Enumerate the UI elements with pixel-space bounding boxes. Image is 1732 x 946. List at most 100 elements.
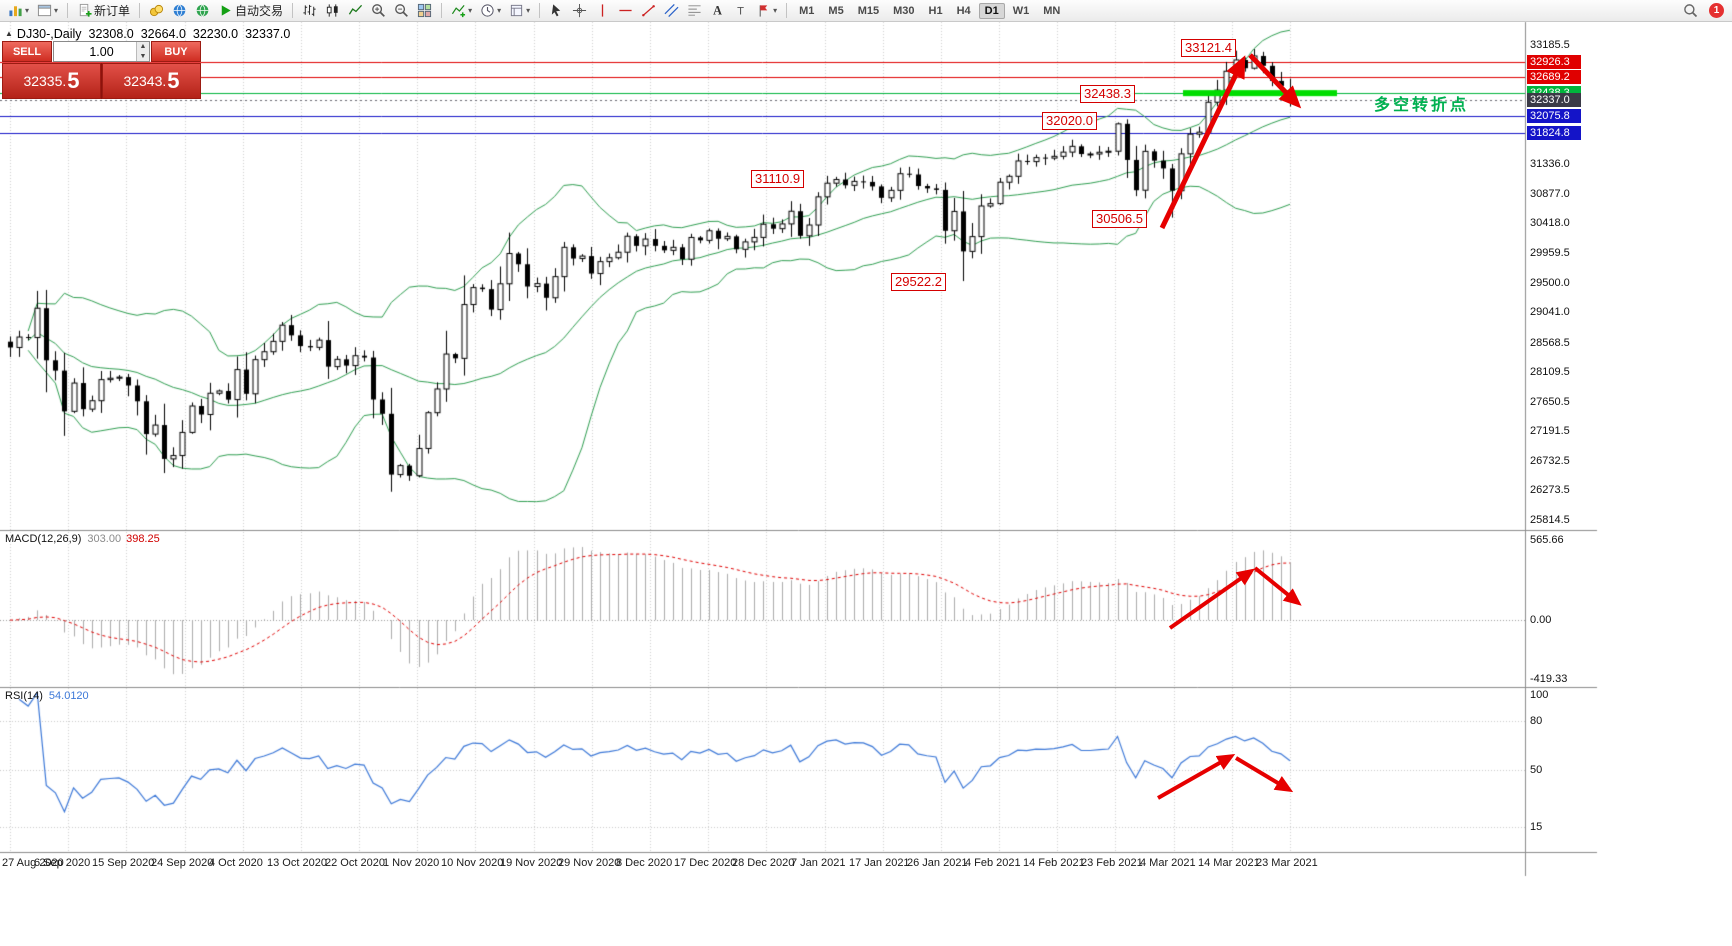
rsi-value: 54.0120 — [48, 690, 89, 702]
chart-profiles-button[interactable]: ▾ — [33, 0, 62, 21]
buy-price-button[interactable]: 32343. 5 — [102, 63, 201, 99]
sell-price-main: 32335. — [23, 73, 67, 89]
ohlc-close: 32337.0 — [245, 27, 291, 41]
timeframe-h4-button[interactable]: H4 — [956, 4, 971, 17]
autotrading-label: 自动交易 — [235, 4, 284, 18]
tile-windows-icon — [417, 3, 432, 18]
text-button[interactable]: A — [706, 0, 729, 21]
autotrading-button[interactable]: 自动交易 — [214, 0, 287, 21]
notification-badge[interactable]: 1 — [1709, 3, 1724, 18]
deposit-icon — [149, 3, 164, 18]
sell-button[interactable]: SELL — [2, 41, 52, 62]
toolbar-separator — [139, 3, 141, 18]
text-icon: A — [710, 3, 725, 18]
search-icon — [1683, 3, 1698, 18]
deposit-button[interactable] — [145, 0, 168, 21]
toolbar: ▾ ▾ 新订单 自动交易 ▾ ▾ ▾ A T ▾ M1 M5 M15 M30 H1 H4 D1 W1 MN 1 — [0, 0, 1732, 22]
line-chart-mode-icon — [348, 3, 363, 18]
oneclick-collapse-toggle[interactable]: ▲ — [5, 29, 13, 38]
text-label-button[interactable]: T — [729, 0, 752, 21]
buy-button[interactable]: BUY — [151, 41, 201, 62]
bar-chart-mode-button[interactable] — [298, 0, 321, 21]
one-click-trading-panel: SELL ▲ ▼ BUY 32335.5 32343.5 — [2, 41, 201, 99]
cursor-button[interactable] — [545, 0, 568, 21]
svg-text:A: A — [713, 4, 722, 18]
toolbar-separator — [67, 3, 69, 18]
market-icon — [195, 3, 210, 18]
community-button[interactable] — [168, 0, 191, 21]
trendline-icon — [641, 3, 656, 18]
periods-icon — [480, 3, 495, 18]
macd-main-value: 303.00 — [87, 533, 122, 545]
new-order-label: 新订单 — [94, 4, 131, 18]
vertical-line-button[interactable] — [591, 0, 614, 21]
rsi-label: RSI(14) 54.0120 — [5, 690, 89, 702]
vertical-line-icon — [595, 3, 610, 18]
macd-label: MACD(12,26,9) 303.00 398.25 — [5, 533, 160, 545]
new-chart-dropdown-caret[interactable]: ▾ — [25, 6, 30, 15]
timeframe-m5-button[interactable]: M5 — [828, 4, 844, 17]
crosshair-button[interactable] — [568, 0, 591, 21]
sell-price-big-digit: 5 — [67, 68, 80, 93]
indicators-dropdown-caret[interactable]: ▾ — [468, 6, 473, 15]
volume-down-button[interactable]: ▼ — [137, 51, 149, 61]
volume-input[interactable] — [73, 43, 130, 60]
crosshair-icon — [572, 3, 587, 18]
indicators-button[interactable]: ▾ — [447, 0, 476, 21]
templates-icon — [509, 3, 524, 18]
volume-field: ▲ ▼ — [53, 41, 150, 62]
zoom-in-button[interactable] — [367, 0, 390, 21]
equidistant-channel-button[interactable] — [660, 0, 683, 21]
arrows-objects-dropdown-caret[interactable]: ▾ — [773, 6, 778, 15]
market-button[interactable] — [191, 0, 214, 21]
zoom-out-icon — [394, 3, 409, 18]
line-chart-mode-button[interactable] — [344, 0, 367, 21]
toolbar-separator — [441, 3, 443, 18]
text-label-icon: T — [733, 3, 748, 18]
fibonacci-retracement-button[interactable] — [683, 0, 706, 21]
toolbar-separator — [292, 3, 294, 18]
volume-up-button[interactable]: ▲ — [137, 42, 149, 52]
volume-spinner: ▲ ▼ — [136, 42, 149, 61]
timeframe-w1-button[interactable]: W1 — [1012, 4, 1030, 17]
bar-chart-mode-icon — [302, 3, 317, 18]
ohlc-open: 32308.0 — [88, 27, 134, 41]
buy-price-big-digit: 5 — [167, 68, 180, 93]
zoom-in-icon — [371, 3, 386, 18]
ohlc-low: 32230.0 — [192, 27, 239, 41]
periods-button[interactable]: ▾ — [476, 0, 505, 21]
timeframe-d1-button[interactable]: D1 — [978, 2, 1005, 19]
svg-text:T: T — [737, 5, 744, 17]
tile-windows-button[interactable] — [413, 0, 436, 21]
new-chart-icon — [8, 3, 23, 18]
zoom-out-button[interactable] — [390, 0, 413, 21]
new-order-button[interactable]: 新订单 — [73, 0, 134, 21]
arrows-objects-button[interactable]: ▾ — [752, 0, 781, 21]
timeframe-m1-button[interactable]: M1 — [799, 4, 815, 17]
toolbar-right-cluster: 1 — [1679, 0, 1728, 21]
chart-profiles-icon — [37, 3, 52, 18]
macd-name: MACD(12,26,9) — [5, 533, 82, 545]
timeframe-m30-button[interactable]: M30 — [893, 4, 915, 17]
search-button[interactable] — [1679, 0, 1702, 21]
templates-button[interactable]: ▾ — [505, 0, 534, 21]
toolbar-separator — [539, 3, 541, 18]
autotrading-icon — [218, 3, 233, 18]
new-order-icon — [77, 3, 92, 18]
chart-profiles-dropdown-caret[interactable]: ▾ — [54, 6, 59, 15]
sell-price-button[interactable]: 32335. 5 — [2, 63, 101, 99]
horizontal-line-button[interactable] — [614, 0, 637, 21]
trendline-button[interactable] — [637, 0, 660, 21]
symbol-period: DJ30-,Daily — [16, 27, 82, 41]
equidistant-channel-icon — [664, 3, 679, 18]
timeframe-m15-button[interactable]: M15 — [857, 4, 880, 17]
periods-dropdown-caret[interactable]: ▾ — [497, 6, 502, 15]
timeframe-mn-button[interactable]: MN — [1043, 4, 1061, 17]
buy-price-main: 32343. — [123, 73, 167, 89]
timeframe-h1-button[interactable]: H1 — [928, 4, 943, 17]
new-chart-button[interactable]: ▾ — [4, 0, 33, 21]
templates-dropdown-caret[interactable]: ▾ — [526, 6, 531, 15]
candle-chart-mode-button[interactable] — [321, 0, 344, 21]
